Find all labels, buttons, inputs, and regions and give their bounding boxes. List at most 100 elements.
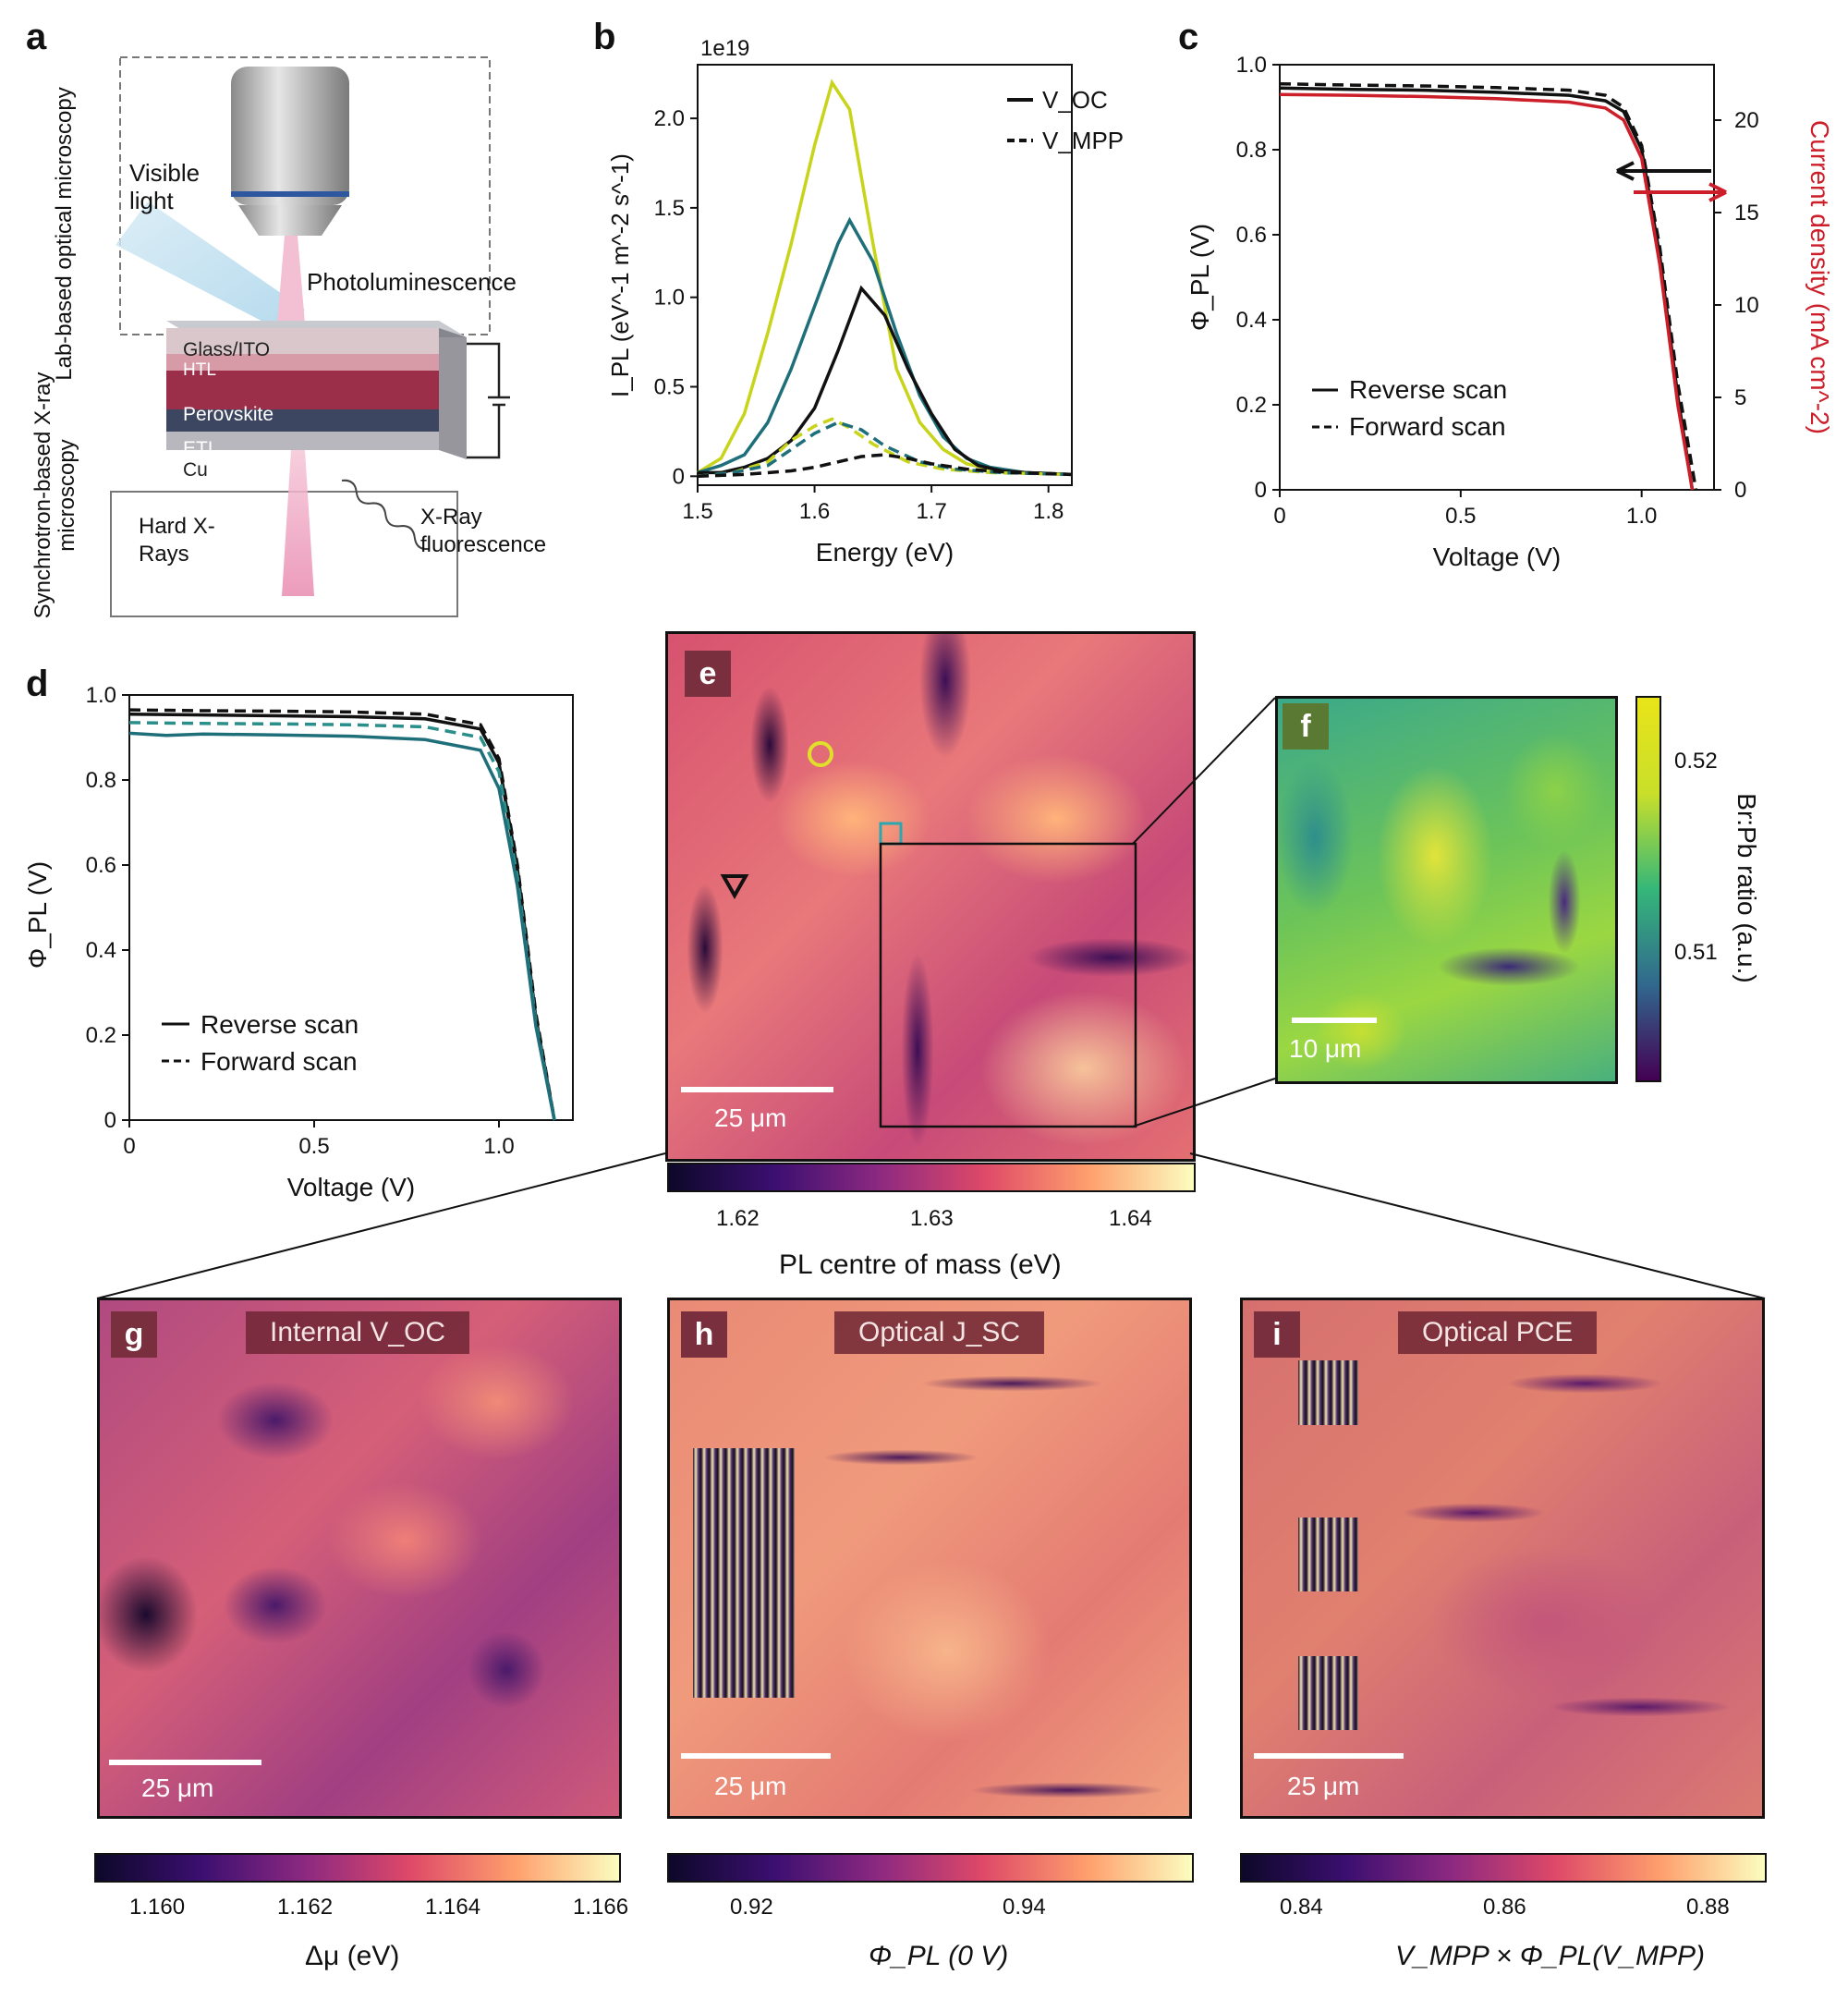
panel-f-colorbar (1635, 696, 1661, 1082)
layer-perovskite (166, 371, 439, 409)
panel-d-letter: d (26, 664, 49, 704)
layer-htl (166, 354, 439, 371)
panel-e-tick-2: 1.64 (1109, 1206, 1152, 1231)
panel-g-colorbar (94, 1853, 621, 1883)
c-ytick-right-label-0: 0 (1734, 478, 1746, 503)
layer-cu (166, 432, 439, 450)
c-ytick-label-4: 0.8 (1236, 138, 1267, 163)
panel-h-scalebar (681, 1753, 831, 1759)
b-legend-label-0: V_OC (1042, 86, 1108, 114)
panel-d-chart: 0 0.5 1.0 0 0.2 0.4 0.6 0.8 1.0 Voltage (V) Φ_PL (… (23, 683, 574, 1201)
b-series-5 (697, 453, 1073, 479)
c-series-1 (1279, 81, 1698, 491)
d-ytick-label-2: 0.4 (86, 938, 116, 963)
panel-e-scalebar (681, 1087, 833, 1092)
panel-g-tick-2: 1.164 (425, 1895, 481, 1920)
d-ytick-label-1: 0.2 (86, 1023, 116, 1048)
b-ytick-label-4: 2.0 (654, 106, 685, 131)
visible-light-label: Visible light (129, 159, 201, 214)
b-xtick-label-1: 1.6 (799, 499, 830, 524)
panel-i-tick-2: 0.88 (1686, 1895, 1730, 1920)
panel-i-scalebar (1254, 1753, 1404, 1759)
b-legend-label-1: V_MPP (1042, 127, 1124, 154)
panel-i-banner: Optical PCE (1398, 1311, 1598, 1354)
c-xlabel: Voltage (V) (1433, 542, 1562, 571)
panel-i-colorbar (1240, 1853, 1767, 1883)
b-xtick-label-2: 1.7 (916, 499, 946, 524)
panel-f-scalebar (1292, 1018, 1377, 1023)
c-ytick-right-label-1: 5 (1734, 385, 1746, 410)
layer-label-etl: ETL (183, 438, 219, 459)
panel-i-map: i Optical PCE 25 μm (1240, 1298, 1765, 1819)
objective-tip (238, 205, 342, 236)
panel-b-letter: b (593, 17, 616, 57)
b-axes-frame (697, 64, 1073, 486)
panel-e-tick-0: 1.62 (716, 1206, 760, 1231)
b-offset-label: 1e19 (700, 37, 749, 61)
d-xlabel: Voltage (V) (287, 1173, 416, 1201)
panel-e-colorbar-label: PL centre of mass (eV) (779, 1249, 1062, 1280)
panel-e-letter: e (685, 651, 731, 697)
b-ytick-label-2: 1.0 (654, 286, 685, 311)
c-ytick-label-3: 0.6 (1236, 223, 1267, 248)
b-ytick-label-0: 0 (673, 464, 685, 489)
panel-i-scalebar-label: 25 μm (1287, 1772, 1360, 1800)
circuit (467, 342, 510, 459)
pl-beam (277, 236, 305, 323)
layer-label-glass: Glass/ITO (183, 339, 271, 360)
d-ytick-label-5: 1.0 (86, 683, 116, 708)
panel-h-colorbar (667, 1853, 1194, 1883)
c-left-arrow (1616, 161, 1711, 181)
d-series-3 (128, 731, 556, 1121)
layer-glass-ito (166, 328, 439, 354)
panel-f-map: f 10 μm (1275, 696, 1618, 1084)
d-legend-label-1: Forward scan (201, 1047, 358, 1076)
panel-f-tick-1: 0.51 (1674, 940, 1718, 965)
panel-g-tick-3: 1.166 (573, 1895, 629, 1920)
c-series-2 (1279, 92, 1695, 491)
d-axes-frame (128, 694, 574, 1121)
layer-label-perovskite: Perovskite (183, 404, 274, 425)
panel-g-banner: Internal V_OC (246, 1311, 470, 1354)
xray-fluorescence-label: X-Ray fluorescence (420, 505, 547, 557)
b-series-3 (697, 417, 1073, 479)
panel-g-map: g Internal V_OC 25 μm (97, 1298, 622, 1819)
circle-marker (808, 741, 833, 767)
layer-label-htl: HTL (183, 360, 216, 380)
panel-e-scalebar-label: 25 μm (714, 1103, 787, 1132)
b-ylabel: I_PL (eV^-1 m^-2 s^-1) (606, 153, 634, 397)
d-ytick-label-0: 0 (104, 1108, 116, 1133)
panel-f-colorbar-label: Br:Pb ratio (a.u.) (1732, 793, 1761, 983)
layer-label-cu: Cu (183, 459, 208, 481)
c-ytick-label-5: 1.0 (1236, 53, 1267, 78)
d-legend-label-0: Reverse scan (201, 1010, 359, 1039)
panel-f-scalebar-label: 10 μm (1289, 1034, 1362, 1063)
c-axes-frame (1279, 64, 1715, 491)
photoluminescence-label: Photoluminescence (307, 268, 517, 296)
zoom-box (879, 842, 1137, 1128)
panel-i-letter: i (1254, 1311, 1300, 1358)
panel-h-tick-0: 0.92 (730, 1895, 773, 1920)
b-series-1 (697, 216, 1073, 477)
panel-f-letter: f (1283, 703, 1329, 750)
panel-i-colorbar-label: V_MPP × Φ_PL(V_MPP) (1395, 1941, 1705, 1971)
panel-a-letter: a (26, 17, 47, 57)
panel-i-tick-1: 0.86 (1483, 1895, 1526, 1920)
panel-c-letter: c (1178, 17, 1199, 57)
c-ytick-label-2: 0.4 (1236, 308, 1267, 333)
c-legend-label-0: Reverse scan (1349, 375, 1507, 404)
panel-g-tick-0: 1.160 (129, 1895, 186, 1920)
panel-h-colorbar-label: Φ_PL (0 V) (869, 1941, 1009, 1971)
c-xtick-label-0: 0 (1273, 504, 1285, 529)
d-series-0 (128, 708, 556, 1121)
c-xtick-label-2: 1.0 (1626, 504, 1657, 529)
panel-a-schematic (110, 56, 510, 617)
fluorescence-wave (341, 479, 430, 551)
panel-h-scalebar-label: 25 μm (714, 1772, 787, 1800)
layer-etl (166, 409, 439, 432)
c-right-arrow (1634, 182, 1727, 202)
panel-g-tick-1: 1.162 (277, 1895, 334, 1920)
c-ylabel-right: Current density (mA cm^-2) (1805, 120, 1834, 434)
sync-box (110, 491, 458, 617)
panel-e-map: e 25 μm (665, 631, 1196, 1162)
